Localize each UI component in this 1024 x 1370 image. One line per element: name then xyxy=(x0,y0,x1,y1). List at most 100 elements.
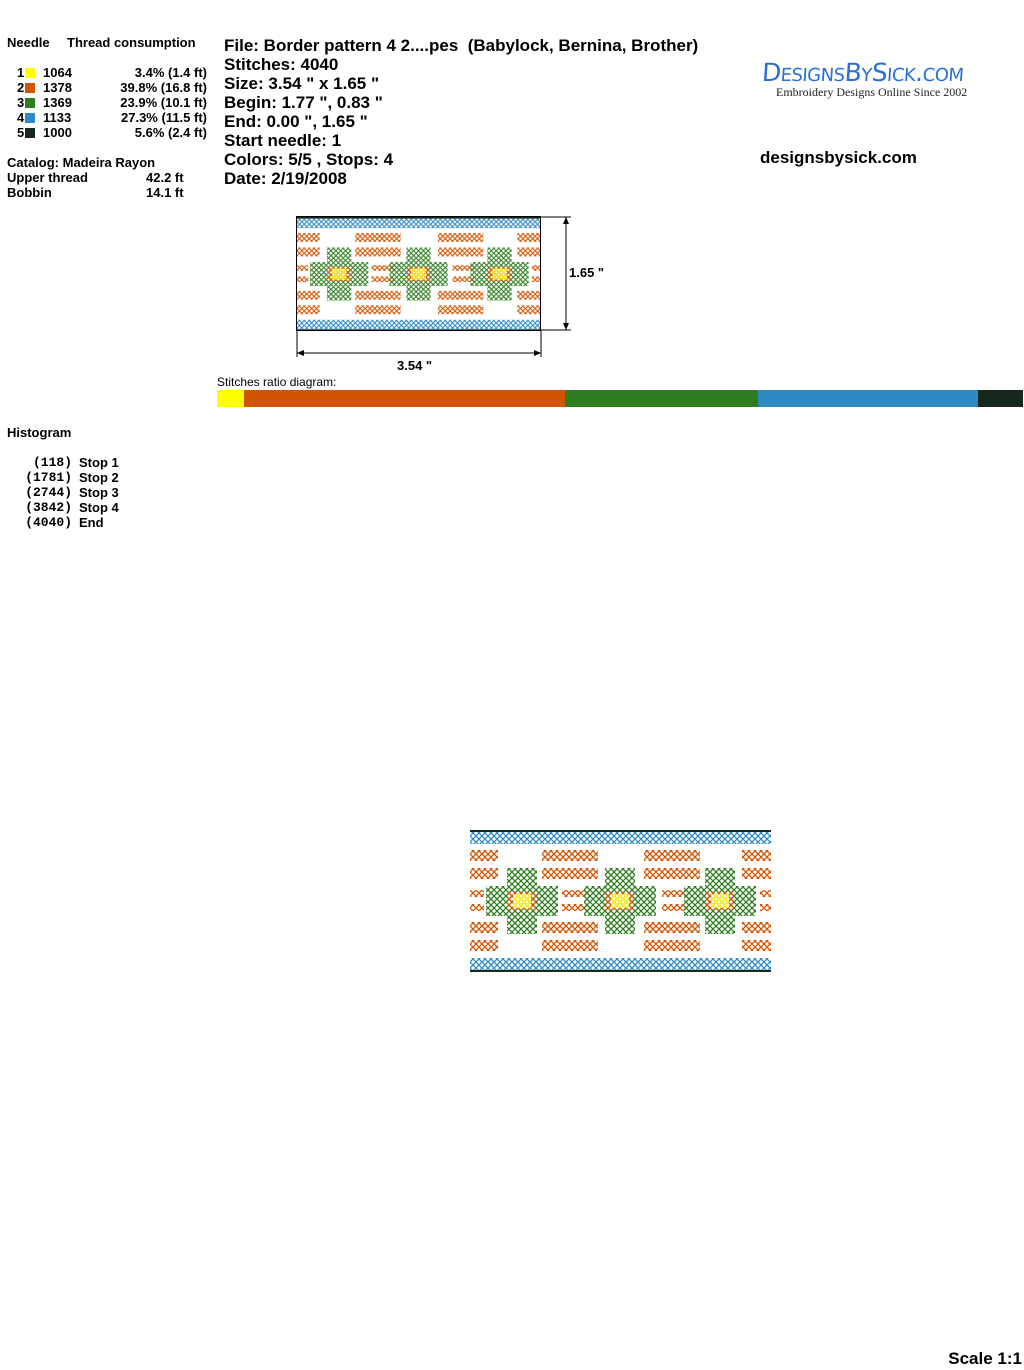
thread-code: 1369 xyxy=(43,95,72,110)
thread-row: 5 1000 5.6% (2.4 ft) xyxy=(17,125,212,140)
width-dimension-label: 3.54 " xyxy=(397,358,433,373)
stop-label: Stop 4 xyxy=(79,500,119,515)
yellow-motif-center xyxy=(611,894,629,908)
begin-info: Begin: 1.77 ", 0.83 " xyxy=(224,93,383,112)
thread-code: 1064 xyxy=(43,65,72,80)
orange-bar xyxy=(355,247,401,257)
orange-thin-bar xyxy=(562,890,590,897)
thread-consumption: 27.3% (11.5 ft) xyxy=(121,110,207,125)
orange-thin-bar xyxy=(297,265,309,271)
orange-thin-bar xyxy=(470,904,484,911)
file-info: File: Border pattern 4 2....pes (Babyloc… xyxy=(224,36,699,55)
orange-thin-bar xyxy=(662,890,690,897)
orange-thin-bar xyxy=(371,265,395,271)
orange-bar xyxy=(517,247,541,257)
histogram-item: (4040) End xyxy=(0,515,140,530)
stop-count: (118) xyxy=(32,455,72,470)
orange-thin-bar xyxy=(562,904,590,911)
orange-bar xyxy=(644,850,700,861)
thread-color-swatch xyxy=(25,83,36,93)
thread-code: 1133 xyxy=(43,110,72,125)
orange-bar xyxy=(517,290,541,300)
orange-bar xyxy=(470,922,498,933)
needle-number: 5 xyxy=(17,125,25,140)
bobbin-value: 14.1 ft xyxy=(146,185,184,200)
orange-bar xyxy=(437,247,484,257)
dark-border-line xyxy=(470,830,771,832)
dark-border-line xyxy=(470,970,771,972)
orange-thin-bar xyxy=(452,276,476,283)
yellow-motif-center xyxy=(331,268,347,280)
orange-bar xyxy=(470,850,498,861)
orange-thin-bar xyxy=(760,890,771,897)
needle-number: 1 xyxy=(17,65,25,80)
blue-border-band xyxy=(297,218,541,229)
histogram-item: (3842) Stop 4 xyxy=(0,500,140,515)
thread-row: 3 1369 23.9% (10.1 ft) xyxy=(17,95,212,110)
green-motif-top xyxy=(326,247,352,262)
blue-border-band xyxy=(297,319,541,330)
stop-count: (4040) xyxy=(25,515,72,530)
stop-count: (1781) xyxy=(25,470,72,485)
needle-number: 4 xyxy=(17,110,25,125)
orange-bar xyxy=(644,868,700,879)
green-motif-bottom xyxy=(605,916,635,934)
stop-count: (2744) xyxy=(25,485,72,500)
green-motif-bottom xyxy=(507,916,537,934)
orange-thin-bar xyxy=(470,890,484,897)
orange-bar xyxy=(470,868,498,879)
brand-logo: DesignsBySick.com Embroidery Designs Onl… xyxy=(761,58,992,99)
yellow-motif-center xyxy=(411,268,426,280)
thread-consumption: 5.6% (2.4 ft) xyxy=(134,125,207,140)
stop-label: Stop 2 xyxy=(79,470,119,485)
yellow-motif-center xyxy=(513,894,531,908)
orange-bar xyxy=(742,922,771,933)
thread-row: 4 1133 27.3% (11.5 ft) xyxy=(17,110,212,125)
stop-label: Stop 3 xyxy=(79,485,119,500)
green-motif-bottom xyxy=(406,286,431,301)
orange-bar xyxy=(297,305,320,315)
thread-code: 1000 xyxy=(43,125,72,140)
orange-bar xyxy=(437,233,484,242)
needle-number: 2 xyxy=(17,80,25,95)
orange-bar xyxy=(355,305,401,315)
orange-bar xyxy=(297,290,320,300)
ratio-segment xyxy=(565,390,758,407)
ratio-diagram-label: Stitches ratio diagram: xyxy=(217,375,337,389)
stop-count: (3842) xyxy=(25,500,72,515)
green-motif-top xyxy=(507,868,537,886)
logo-text: DesignsBySick.com xyxy=(761,58,965,87)
orange-thin-bar xyxy=(452,265,476,271)
design-preview-small xyxy=(296,216,541,332)
orange-bar xyxy=(742,868,771,879)
green-motif-top xyxy=(406,247,431,262)
dark-border-line xyxy=(297,217,541,219)
scale-label: Scale 1:1 xyxy=(948,1349,1022,1368)
catalog-label: Catalog: Madeira Rayon xyxy=(7,155,156,170)
histogram-item: (2744) Stop 3 xyxy=(0,485,140,500)
thread-consumption: 3.4% (1.4 ft) xyxy=(134,65,207,80)
blue-border-band xyxy=(470,832,771,844)
orange-bar xyxy=(644,922,700,933)
thread-row: 2 1378 39.8% (16.8 ft) xyxy=(17,80,212,95)
stitches-ratio-bar xyxy=(217,390,1023,407)
green-motif-bottom xyxy=(326,286,352,301)
end-info: End: 0.00 ", 1.65 " xyxy=(224,112,368,131)
stitches-info: Stitches: 4040 xyxy=(224,55,339,74)
ratio-segment xyxy=(217,390,245,407)
stop-label: End xyxy=(79,515,104,530)
stop-label: Stop 1 xyxy=(79,455,119,470)
orange-thin-bar xyxy=(662,904,690,911)
orange-thin-bar xyxy=(531,276,541,283)
upper-thread-value: 42.2 ft xyxy=(146,170,184,185)
dimension-lines xyxy=(296,216,571,357)
green-motif-top xyxy=(705,868,735,886)
thread-code: 1378 xyxy=(43,80,72,95)
upper-thread-label: Upper thread xyxy=(7,170,88,185)
logo-tagline: Embroidery Designs Online Since 2002 xyxy=(776,85,968,99)
histogram-item: (1781) Stop 2 xyxy=(0,470,140,485)
website-link[interactable]: designsbysick.com xyxy=(760,148,917,167)
orange-bar xyxy=(517,233,541,242)
orange-bar xyxy=(355,233,401,242)
